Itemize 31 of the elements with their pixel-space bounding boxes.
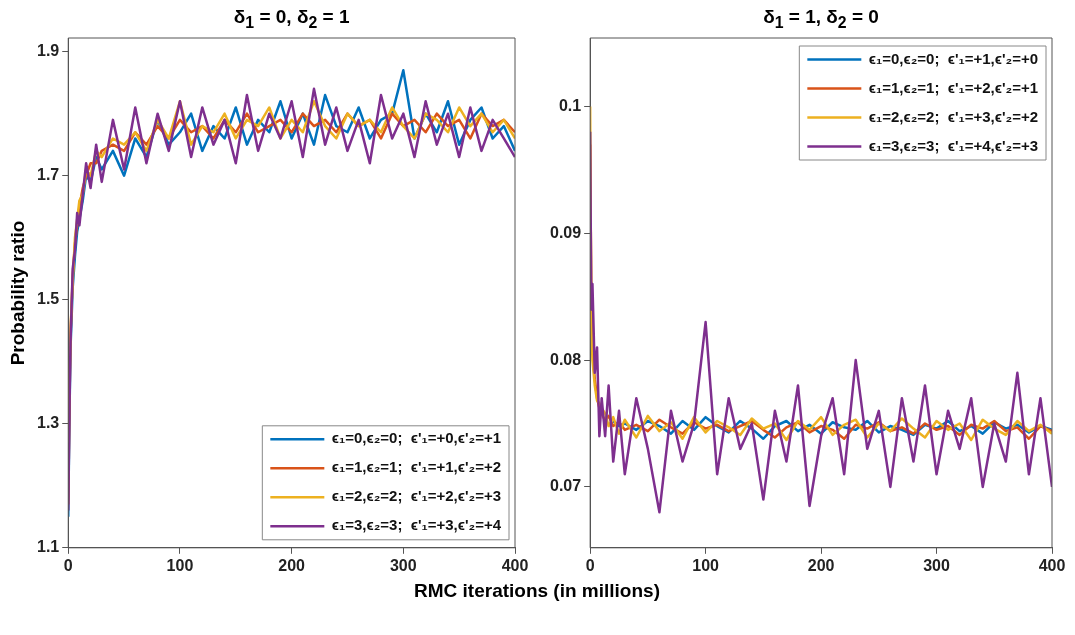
legend-label: ϵ₁=3,ϵ₂=3; ϵ'₁=+4,ϵ'₂=+3 — [868, 136, 1039, 154]
y-tick-label: 0.07 — [550, 477, 582, 495]
legend-label: ϵ₁=0,ϵ₂=0; ϵ'₁=+0,ϵ'₂=+1 — [331, 429, 502, 447]
legend-label: ϵ₁=2,ϵ₂=2; ϵ'₁=+3,ϵ'₂=+2 — [868, 107, 1039, 125]
y-tick-label: 0.09 — [550, 223, 582, 241]
y-tick-label: 1.1 — [36, 538, 60, 556]
y-tick-label: 0.1 — [558, 96, 582, 114]
y-tick-label: 1.7 — [36, 166, 60, 184]
x-tick-label: 0 — [63, 556, 73, 574]
x-tick-label: 0 — [585, 556, 595, 574]
chart-title: δ$_{1}$ = 1, δ$_{2}$ = 0 — [763, 6, 879, 32]
legend-label: ϵ₁=2,ϵ₂=2; ϵ'₁=+2,ϵ'₂=+3 — [331, 487, 502, 505]
x-tick-label: 200 — [278, 556, 306, 574]
legend-label: ϵ₁=3,ϵ₂=3; ϵ'₁=+3,ϵ'₂=+4 — [331, 516, 502, 534]
chart-title: δ$_{1}$ = 0, δ$_{2}$ = 1 — [233, 6, 350, 32]
legend-label: ϵ₁=1,ϵ₂=1; ϵ'₁=+2,ϵ'₂=+1 — [868, 78, 1039, 96]
x-tick-label: 200 — [807, 556, 835, 574]
legend-label: ϵ₁=1,ϵ₂=1; ϵ'₁=+1,ϵ'₂=+2 — [331, 458, 502, 476]
y-tick-label: 0.08 — [550, 350, 582, 368]
x-tick-label: 100 — [166, 556, 194, 574]
y-tick-label: 1.5 — [36, 290, 60, 308]
x-tick-label: 100 — [692, 556, 720, 574]
legend-label: ϵ₁=0,ϵ₂=0; ϵ'₁=+1,ϵ'₂=+0 — [868, 49, 1039, 67]
y-tick-label: 1.3 — [36, 414, 60, 432]
x-tick-label: 300 — [389, 556, 417, 574]
y-axis-title: Probability ratio — [7, 220, 29, 366]
x-tick-label: 400 — [1038, 556, 1066, 574]
x-axis-title: RMC iterations (in millions) — [414, 579, 660, 602]
x-tick-label: 300 — [923, 556, 950, 574]
x-tick-label: 400 — [501, 556, 529, 574]
y-tick-label: 1.9 — [36, 42, 60, 60]
